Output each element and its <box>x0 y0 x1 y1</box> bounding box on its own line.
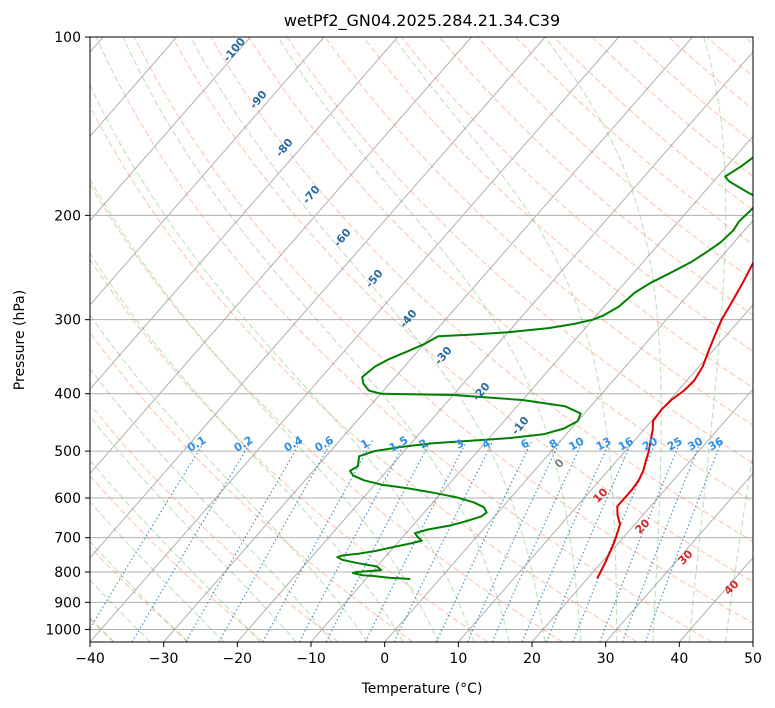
y-tick-label: 400 <box>54 387 81 403</box>
dry-adiabat <box>90 474 264 642</box>
x-tick-label: −20 <box>223 651 253 667</box>
mixing-ratio-line <box>218 440 333 642</box>
x-axis-label: Temperature (°C) <box>361 681 483 697</box>
isotherm-gridline <box>457 304 753 642</box>
y-tick-label: 200 <box>54 208 81 224</box>
mixing-ratio-line <box>466 440 561 642</box>
plot-frame <box>89 36 754 643</box>
mixing-ratio-line <box>90 440 206 630</box>
moist-adiabat <box>90 252 404 642</box>
x-tick-label: 10 <box>449 651 467 667</box>
mixing-ratio-line <box>521 440 611 642</box>
background-lines <box>90 37 775 642</box>
dewpoint-line <box>336 156 753 580</box>
mixing-ratio-line <box>491 440 584 642</box>
x-tick-label: 0 <box>380 651 389 667</box>
dry-adiabat <box>90 258 488 642</box>
y-tick-label: 300 <box>54 313 81 329</box>
moist-adiabat <box>90 178 439 642</box>
mixing-ratio-line <box>364 440 468 642</box>
mixing-ratio-line <box>262 440 374 642</box>
dry-adiabat <box>171 37 753 583</box>
y-tick-label: 100 <box>54 30 81 46</box>
x-tick-label: −40 <box>75 651 105 667</box>
moist-adiabat <box>90 501 225 642</box>
dry-adiabat <box>90 331 414 642</box>
x-tick-label: −10 <box>296 651 326 667</box>
mixing-ratio-line <box>185 440 302 642</box>
moist-adiabat <box>90 367 333 642</box>
moist-adiabat <box>90 540 188 642</box>
moist-adiabat <box>90 415 297 642</box>
x-tick-label: 40 <box>670 651 688 667</box>
moist-adiabat <box>688 37 727 642</box>
moist-adiabat <box>90 84 475 642</box>
moist-adiabat <box>190 37 546 642</box>
y-tick-label: 500 <box>54 444 81 460</box>
y-tick-label: 700 <box>54 531 81 547</box>
mixing-ratio-line <box>131 440 253 642</box>
mixing-ratio-line <box>393 440 494 642</box>
y-tick-label: 900 <box>54 595 81 611</box>
isotherm-gridline <box>163 37 693 642</box>
isotherm-gridline <box>90 37 546 559</box>
y-axis-label: Pressure (hPa) <box>12 290 28 390</box>
isotherm-gridline <box>236 51 753 642</box>
dry-adiabat <box>90 105 638 642</box>
dry-adiabat <box>133 37 753 624</box>
moist-adiabat <box>277 37 582 642</box>
y-tick-label: 600 <box>54 491 81 507</box>
dry-adiabat <box>95 37 713 642</box>
y-tick-label: 1000 <box>45 622 81 638</box>
moist-adiabat <box>122 37 510 642</box>
moist-adiabat <box>762 37 775 642</box>
isotherm-gridline <box>310 135 753 642</box>
isotherm-gridline <box>90 37 399 390</box>
dry-adiabat <box>286 37 753 464</box>
moist-adiabat <box>90 579 151 642</box>
x-tick-label: 50 <box>744 651 762 667</box>
isotherm-gridline <box>90 37 251 222</box>
isotherm-gridline <box>531 388 753 642</box>
temperature-line <box>596 259 753 579</box>
isotherm-gridline <box>90 37 325 306</box>
x-tick-label: 20 <box>523 651 541 667</box>
isotherm-gridline <box>605 472 753 642</box>
dry-adiabat <box>90 403 339 642</box>
chart-title: wetPf2_GN04.2025.284.21.34.C39 <box>284 11 560 31</box>
x-tick-label: −30 <box>149 651 179 667</box>
dry-adiabat <box>324 37 753 426</box>
y-tick-label: 800 <box>54 565 81 581</box>
isotherm-gridline <box>90 37 620 642</box>
mixing-ratio-line <box>545 440 633 642</box>
isotherm-gridline <box>752 641 753 642</box>
moist-adiabat <box>90 459 261 642</box>
plot-background <box>90 37 753 642</box>
x-axis: −40 −30 −20 −10 0 10 20 30 40 50 <box>75 642 762 667</box>
dry-adiabat <box>210 37 753 543</box>
x-tick-label: 30 <box>597 651 615 667</box>
moist-adiabat <box>725 451 753 642</box>
dry-adiabat <box>439 37 753 316</box>
dry-adiabat <box>90 183 563 642</box>
y-axis: 1000 900 800 700 600 500 400 300 200 100 <box>45 30 90 638</box>
isotherm-gridline <box>384 219 753 642</box>
series-layer <box>336 156 753 580</box>
isotherm-gridline <box>90 37 472 475</box>
